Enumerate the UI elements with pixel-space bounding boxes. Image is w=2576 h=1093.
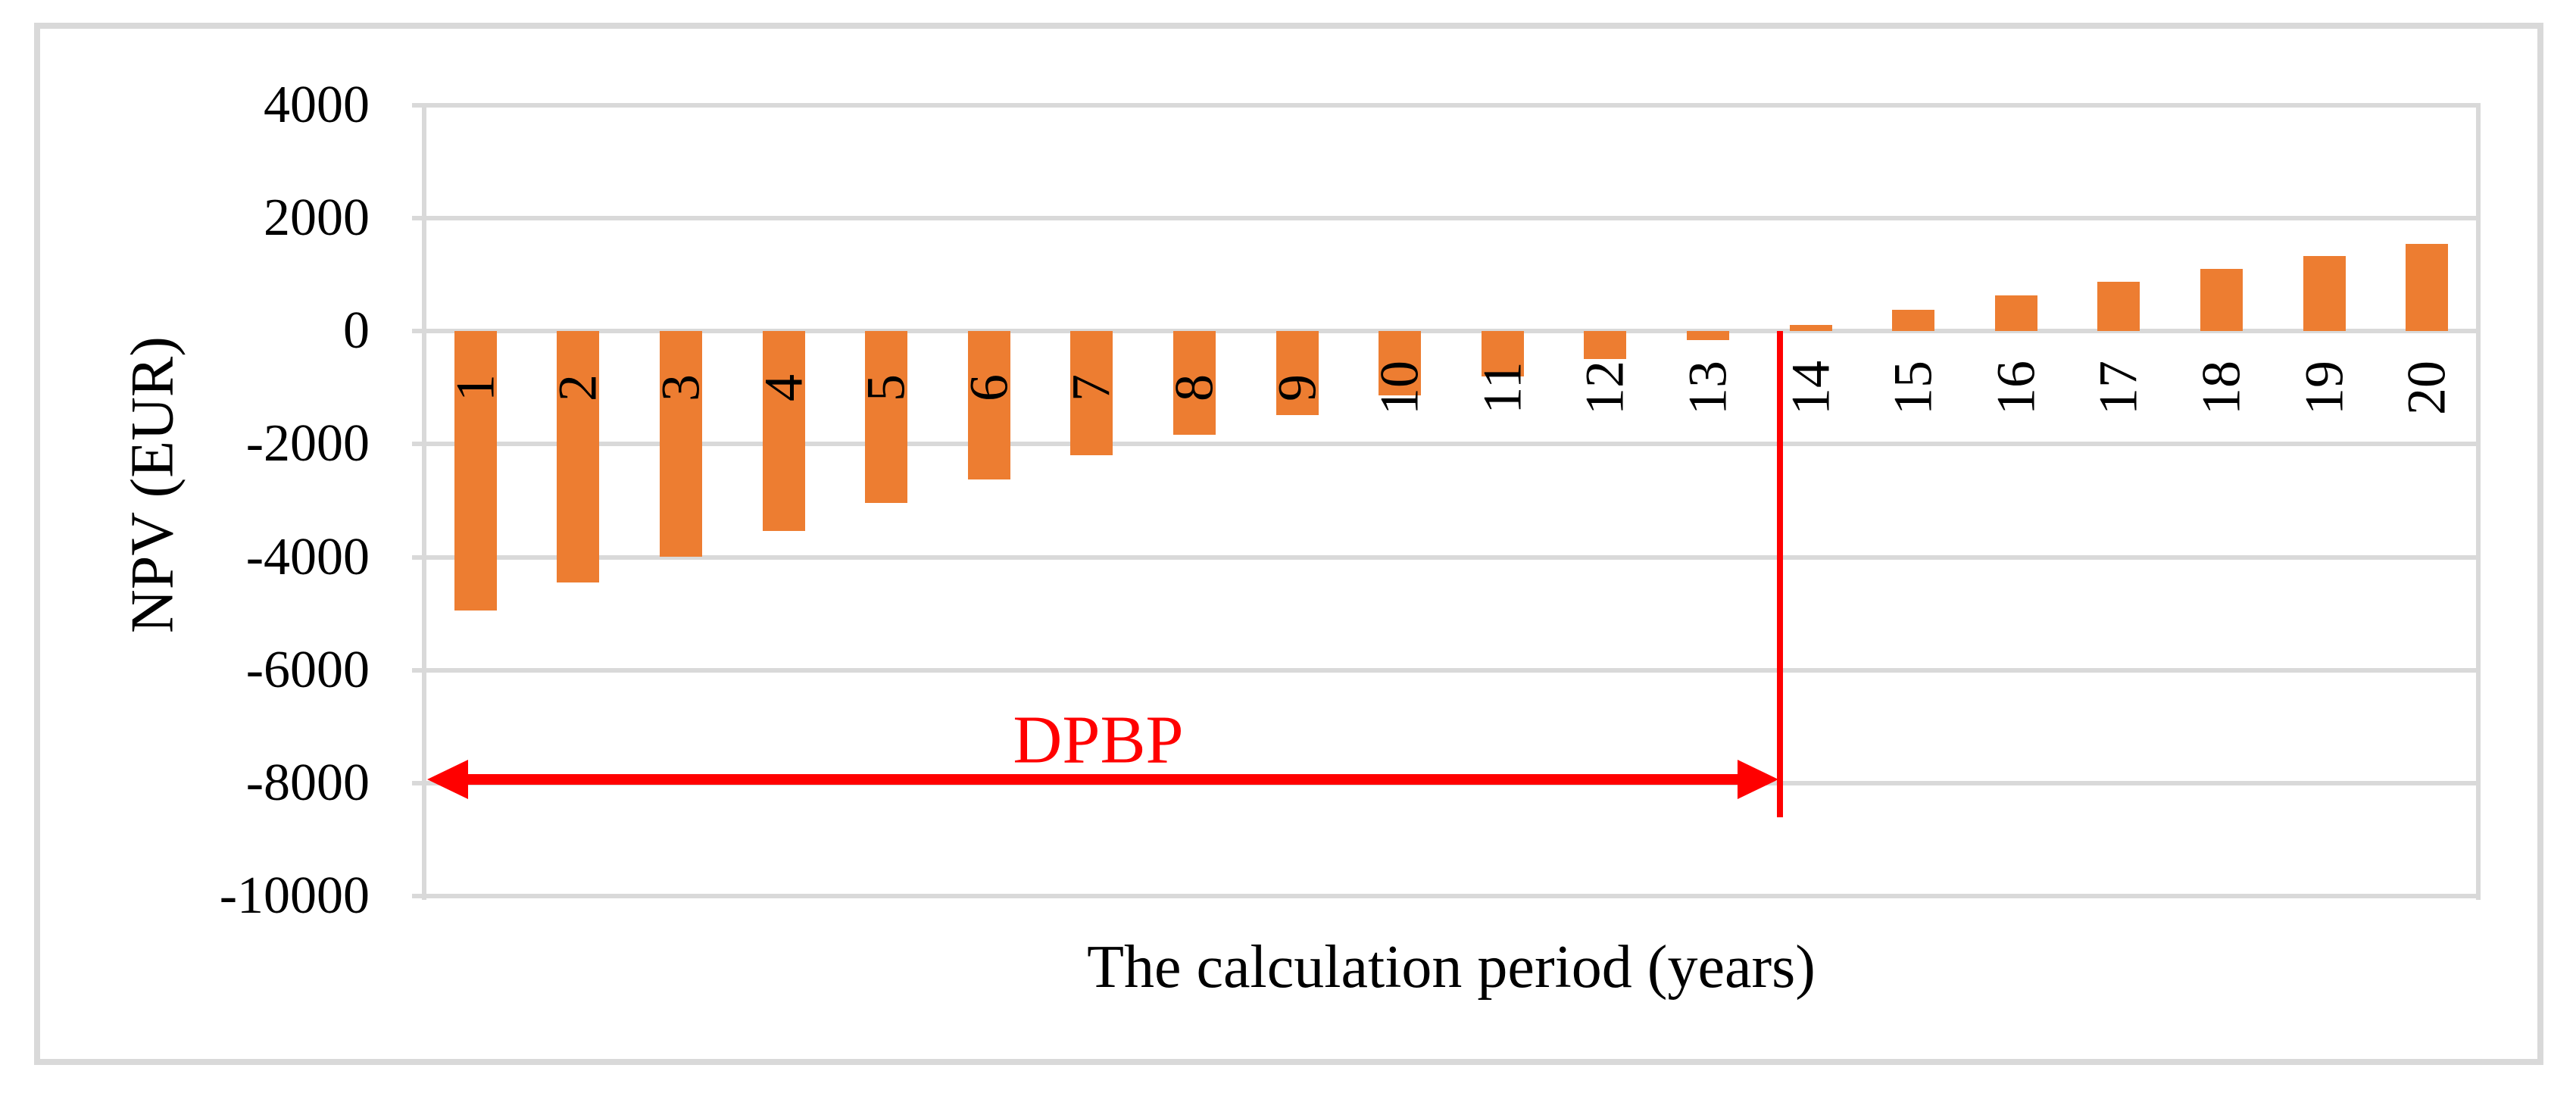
category-label: 1: [445, 374, 506, 402]
category-label: 10: [1369, 361, 1430, 416]
category-label: 8: [1163, 374, 1225, 402]
bar: [1994, 295, 2037, 332]
bar: [1481, 331, 1524, 376]
bar: [1687, 331, 1729, 341]
y-tick-label: 4000: [264, 76, 370, 134]
category-label: 12: [1574, 361, 1635, 416]
bar: [1276, 331, 1319, 415]
y-axis-tick: [412, 554, 424, 560]
category-label: 2: [547, 374, 608, 402]
category-label: 17: [2087, 361, 2149, 416]
bar: [2303, 256, 2346, 332]
y-axis-line: [422, 103, 426, 900]
plot-right-border: [2476, 103, 2481, 900]
y-axis-title: NPV (EUR): [119, 336, 186, 633]
category-label: 16: [1985, 361, 2047, 416]
y-tick-label: -6000: [245, 640, 370, 699]
y-axis-tick: [412, 103, 424, 108]
y-tick-label: -10000: [219, 867, 370, 925]
y-tick-label: -2000: [245, 414, 370, 473]
bar: [2097, 281, 2140, 332]
gridline: [424, 216, 2478, 221]
bar: [1789, 325, 1832, 332]
y-axis-tick: [412, 780, 424, 785]
dpbp-arrowhead-left-icon: [427, 759, 468, 799]
y-axis-tick: [412, 894, 424, 898]
gridline: [424, 442, 2478, 447]
y-tick-label: -4000: [245, 527, 370, 586]
bar: [1173, 331, 1216, 435]
y-axis-tick: [412, 329, 424, 334]
bar: [1892, 309, 1935, 332]
bar: [865, 331, 908, 503]
y-axis-tick: [412, 442, 424, 447]
y-tick-label: 2000: [264, 189, 370, 248]
bar: [967, 331, 1010, 479]
category-label: 13: [1677, 361, 1738, 416]
bar: [1070, 331, 1113, 456]
gridline: [424, 103, 2478, 108]
gridline: [424, 667, 2478, 673]
category-label: 15: [1882, 361, 1944, 416]
dpbp-arrow-shaft: [465, 773, 1741, 785]
x-axis-title: The calculation period (years): [1087, 934, 1816, 1001]
category-label: 3: [650, 374, 711, 402]
bar: [2200, 269, 2243, 332]
category-label: 14: [1780, 361, 1841, 416]
category-label: 18: [2190, 361, 2252, 416]
y-tick-label: 0: [343, 301, 370, 361]
category-label: 5: [855, 374, 916, 402]
category-label: 4: [753, 374, 814, 402]
bar: [1584, 331, 1627, 359]
y-axis-tick: [412, 216, 424, 221]
gridline: [424, 329, 2478, 334]
category-label: 19: [2293, 361, 2355, 416]
category-label: 9: [1266, 374, 1328, 402]
category-label: 20: [2396, 361, 2457, 416]
bar: [660, 331, 702, 557]
y-tick-label: -8000: [245, 753, 370, 812]
category-label: 7: [1060, 374, 1122, 402]
category-label: 6: [958, 374, 1019, 402]
dpbp-arrowhead-right-icon: [1737, 759, 1778, 799]
dpbp-vertical-marker-line: [1776, 331, 1783, 817]
bar: [762, 331, 805, 531]
figure-border: [34, 23, 2543, 1065]
bar: [1379, 331, 1422, 396]
bar: [2406, 244, 2449, 332]
gridline: [424, 554, 2478, 560]
bar: [557, 331, 600, 583]
gridline: [424, 894, 2478, 898]
category-label: 11: [1472, 361, 1533, 414]
y-axis-tick: [412, 667, 424, 673]
bar: [454, 331, 497, 611]
dpbp-label: DPBP: [1013, 702, 1184, 778]
